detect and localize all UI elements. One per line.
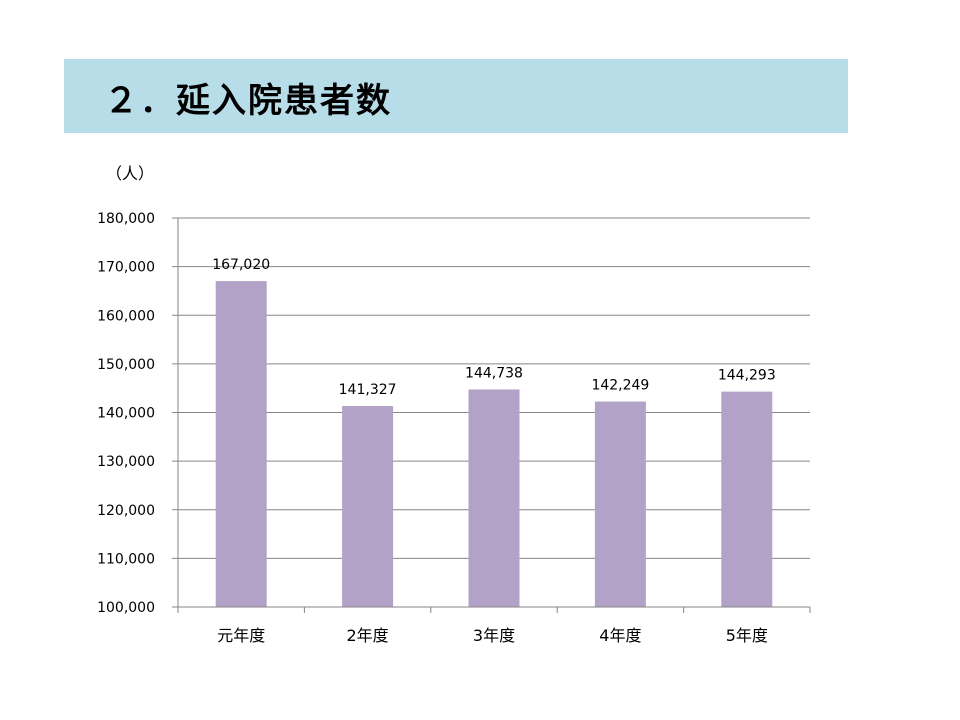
- data-label: 144,738: [465, 365, 523, 381]
- bar: [215, 281, 267, 607]
- x-tick-label: 2年度: [347, 626, 389, 645]
- data-label: 144,293: [718, 368, 776, 384]
- data-label: 141,327: [339, 382, 397, 398]
- title-banner: ２．延入院患者数: [64, 59, 848, 133]
- bar: [342, 406, 394, 607]
- bar: [594, 401, 646, 607]
- y-tick-label: 170,000: [97, 260, 155, 276]
- y-tick-label: 110,000: [97, 551, 155, 567]
- x-tick-label: 5年度: [726, 626, 768, 645]
- y-tick-label: 180,000: [97, 211, 155, 227]
- y-tick-label: 150,000: [97, 357, 155, 373]
- data-label: 167,020: [212, 257, 270, 273]
- y-axis-unit-label: （人）: [106, 164, 155, 183]
- x-tick-label: 3年度: [473, 626, 515, 645]
- y-tick-label: 100,000: [97, 600, 155, 616]
- page-title: ２．延入院患者数: [104, 81, 392, 121]
- x-tick-label: 4年度: [599, 626, 641, 645]
- data-label: 142,249: [591, 378, 649, 394]
- y-tick-label: 140,000: [97, 406, 155, 422]
- bars: [215, 281, 773, 607]
- x-tick-label: 元年度: [217, 626, 265, 645]
- y-tick-label: 120,000: [97, 503, 155, 519]
- labels: 100,000 110,000 120,000 130,000 140,000 150,0…: [97, 211, 776, 645]
- axes: [172, 217, 811, 613]
- y-tick-label: 160,000: [97, 308, 155, 324]
- bar: [468, 389, 520, 607]
- y-tick-label: 130,000: [97, 454, 155, 470]
- bar: [721, 391, 773, 607]
